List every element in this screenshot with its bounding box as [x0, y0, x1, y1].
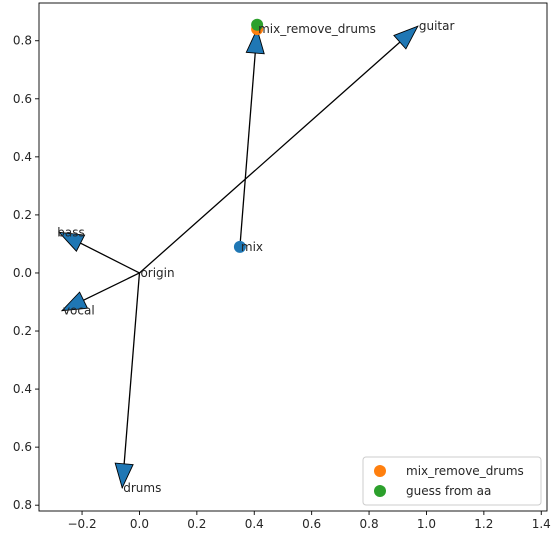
points-layer [233, 18, 264, 253]
arrow-head [57, 231, 86, 252]
annotation-label: bass [57, 225, 84, 239]
x-tick-label: 0.0 [130, 517, 149, 531]
y-tick-label: 0.6 [13, 440, 32, 454]
x-tick-label: 0.8 [360, 517, 379, 531]
x-tick-label: 1.4 [532, 517, 551, 531]
vector-arrow [57, 231, 140, 274]
arrow-head [114, 462, 134, 490]
annotation-label: origin [140, 266, 174, 280]
legend-marker [374, 485, 386, 497]
scatter-point [251, 18, 264, 31]
annotation-label: drums [123, 481, 161, 495]
x-tick-label: 1.2 [474, 517, 493, 531]
vector-arrow [239, 27, 265, 247]
axes-frame [38, 2, 548, 512]
arrow-shaft [239, 29, 258, 247]
y-tick-label: 0.4 [13, 382, 32, 396]
annotation-label: vocal [63, 304, 95, 318]
vector-arrow [114, 272, 141, 490]
annotation-label: mix_remove_drums [258, 22, 376, 36]
y-tick-label: 0.8 [13, 34, 32, 48]
y-tick-label: 0.2 [13, 324, 32, 338]
arrow-shaft [121, 272, 141, 488]
arrow-head [245, 27, 265, 55]
x-tick-label: 0.4 [245, 517, 264, 531]
annotation-label: guitar [419, 19, 455, 33]
annotation-label: mix [241, 240, 263, 254]
x-tick-label: 0.6 [302, 517, 321, 531]
legend-label: mix_remove_drums [406, 464, 524, 478]
y-tick-label: 0.8 [13, 498, 32, 512]
legend-label: guess from aa [406, 484, 491, 498]
arrow-shaft [139, 25, 419, 274]
legend-marker [374, 465, 386, 477]
arrows-layer [57, 25, 419, 490]
ticks-layer: −0.2 0.0 0.2 0.4 0.6 0.8 1.0 1.2 1.4 0.8 0.6 0.4 0.2… [13, 34, 551, 531]
x-tick-label: 0.2 [187, 517, 206, 531]
x-tick-label: 1.0 [417, 517, 436, 531]
legend-box [362, 456, 542, 506]
arrow-head [393, 25, 419, 50]
y-tick-label: 0.0 [13, 266, 32, 280]
x-tick-label: −0.2 [67, 517, 96, 531]
scatter-point [233, 240, 246, 253]
y-tick-label: 0.6 [13, 92, 32, 106]
vector-arrow [139, 25, 419, 274]
y-tick-label: 0.4 [13, 150, 32, 164]
arrow-head [60, 291, 89, 312]
y-tick-label: 0.2 [13, 208, 32, 222]
vector-arrow [60, 272, 140, 312]
